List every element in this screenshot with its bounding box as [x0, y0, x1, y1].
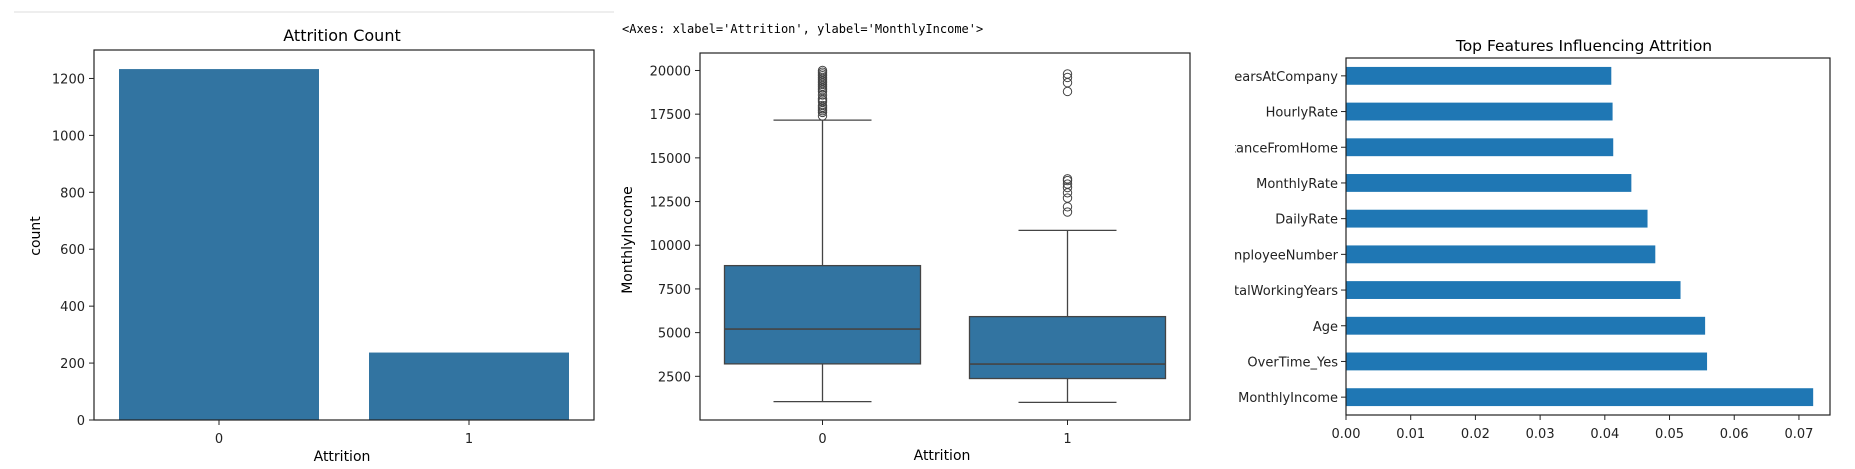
y-tick-label: 7500 — [658, 283, 691, 298]
attrition-count-chart: Attrition Count Attrition count 0 1 0 200 40… — [28, 26, 595, 465]
outlier-point — [1062, 69, 1073, 79]
bar — [1346, 352, 1708, 371]
y-tick-label: 15000 — [650, 152, 691, 167]
outlier-point — [817, 65, 828, 76]
outlier-point — [1062, 193, 1073, 203]
y-tick-label: 10000 — [650, 239, 691, 254]
outlier-point — [1062, 207, 1073, 217]
y-tick-label: DailyRate — [1275, 213, 1338, 228]
y-tick-label: talWorkingYears — [1234, 284, 1338, 299]
y-tick-label: 5000 — [658, 327, 691, 342]
chart-title: Top Features Influencing Attrition — [1455, 37, 1712, 55]
x-axis-label: Attrition — [314, 449, 371, 465]
y-tick-label: tanceFromHome — [1232, 141, 1338, 156]
plot-frame — [1345, 57, 1831, 416]
x-tick-label: 0 — [818, 432, 826, 447]
y-tick-label: MonthlyIncome — [1238, 391, 1338, 406]
y-tick-label: 12500 — [650, 196, 691, 211]
axes-repr-text: <Axes: xlabel='Attrition', ylabel='Month… — [622, 22, 984, 36]
x-tick-label: 0.02 — [1461, 427, 1490, 442]
outlier-point — [1062, 179, 1073, 189]
y-tick-label: 20000 — [650, 64, 691, 79]
outlier-point — [817, 100, 828, 111]
x-tick-label: 0 — [215, 432, 223, 447]
monthly-income-boxplot: Attrition MonthlyIncome 0 125005000750010… — [620, 52, 1191, 464]
bar — [369, 352, 569, 420]
y-axis-label: count — [28, 216, 44, 256]
outlier-point — [1062, 72, 1073, 83]
y-axis-label: MonthlyIncome — [620, 186, 636, 294]
x-tick-label: 1 — [1063, 432, 1071, 447]
y-tick-label: 800 — [60, 186, 85, 201]
x-tick-label: 0.05 — [1655, 427, 1684, 442]
bar — [1346, 281, 1681, 299]
y-tick-label: 1000 — [52, 129, 85, 144]
y-tick-label: 400 — [60, 300, 85, 315]
outlier-point — [1062, 174, 1073, 184]
bar — [1346, 138, 1614, 157]
x-tick-label: 0.04 — [1590, 427, 1619, 442]
y-tick-label: 1200 — [52, 72, 85, 87]
outlier-point — [1062, 86, 1073, 97]
tick-label-clip-mask — [1232, 55, 1235, 415]
bar — [1346, 245, 1656, 264]
y-tick-label: 200 — [60, 357, 85, 372]
y-tick-label: 2500 — [658, 370, 691, 385]
y-tick-label: 0 — [77, 414, 85, 429]
x-tick-label: 1 — [465, 432, 473, 447]
bar — [1346, 388, 1814, 407]
cell-separator — [14, 11, 614, 13]
y-tick-label: nployeeNumber — [1234, 248, 1339, 263]
y-tick-label: OverTime_Yes — [1247, 355, 1338, 370]
plot-frame — [93, 49, 595, 421]
outlier-point — [1062, 202, 1073, 212]
y-tick-label: HourlyRate — [1266, 106, 1338, 121]
top-features-chart: Top Features Influencing Attrition Month… — [1232, 37, 1831, 442]
bar — [1346, 66, 1612, 85]
y-tick-label: MonthlyRate — [1256, 177, 1338, 192]
y-tick-label: 17500 — [650, 108, 691, 123]
bar — [1346, 316, 1706, 335]
box-iqr — [723, 264, 922, 365]
bar — [1346, 102, 1613, 121]
y-tick-label: Age — [1313, 320, 1338, 335]
bar — [119, 69, 319, 421]
y-tick-label: earsAtCompany — [1234, 70, 1338, 85]
box-iqr — [968, 315, 1167, 380]
x-tick-label: 0.01 — [1396, 427, 1425, 442]
x-tick-label: 0.06 — [1720, 427, 1749, 442]
x-axis-label: Attrition — [914, 448, 971, 464]
bar — [1346, 174, 1632, 192]
x-tick-label: 0.07 — [1784, 427, 1813, 442]
y-tick-label: 600 — [60, 243, 85, 258]
bar — [1346, 209, 1648, 228]
x-tick-label: 0.03 — [1526, 427, 1555, 442]
chart-title: Attrition Count — [283, 26, 400, 45]
x-tick-label: 0.00 — [1332, 427, 1361, 442]
plot-frame — [699, 52, 1191, 421]
